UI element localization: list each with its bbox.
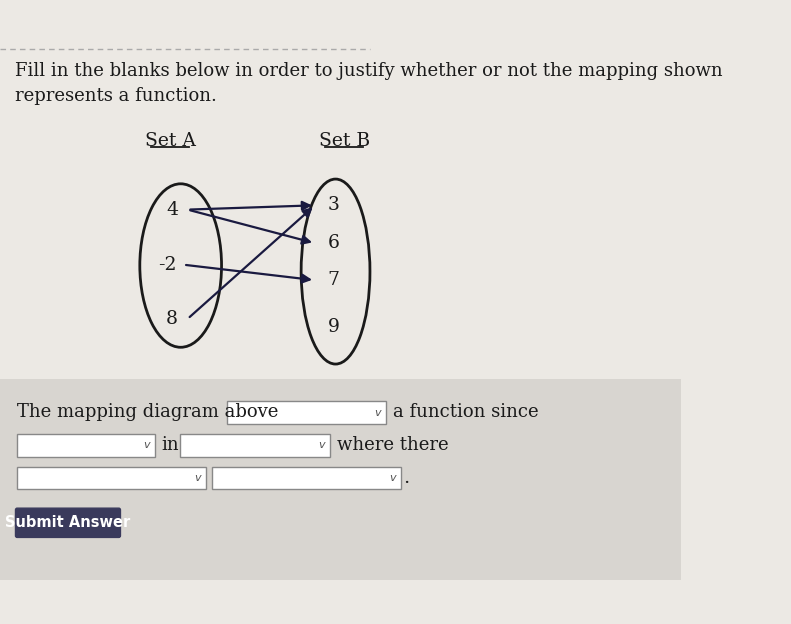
Text: represents a function.: represents a function. xyxy=(16,87,218,105)
FancyBboxPatch shape xyxy=(180,434,331,457)
Text: 3: 3 xyxy=(328,197,340,214)
FancyBboxPatch shape xyxy=(17,467,206,489)
Text: -2: -2 xyxy=(158,256,177,274)
Text: Set B: Set B xyxy=(319,132,369,150)
Text: v: v xyxy=(374,407,381,417)
Text: 4: 4 xyxy=(166,200,178,218)
Text: where there: where there xyxy=(337,436,449,454)
Text: 9: 9 xyxy=(328,318,340,336)
FancyBboxPatch shape xyxy=(16,508,120,537)
Text: The mapping diagram above: The mapping diagram above xyxy=(17,403,278,421)
Text: .: . xyxy=(403,469,410,487)
Text: 6: 6 xyxy=(328,234,340,252)
Bar xyxy=(0,379,680,580)
Text: a function since: a function since xyxy=(393,403,539,421)
Text: v: v xyxy=(389,473,396,483)
Text: Set A: Set A xyxy=(145,132,196,150)
Text: v: v xyxy=(143,441,149,451)
Text: 7: 7 xyxy=(327,271,340,289)
FancyBboxPatch shape xyxy=(212,467,401,489)
Text: in: in xyxy=(161,436,179,454)
Text: Fill in the blanks below in order to justify whether or not the mapping shown: Fill in the blanks below in order to jus… xyxy=(16,62,723,80)
Text: v: v xyxy=(319,441,325,451)
Text: v: v xyxy=(195,473,201,483)
Text: Submit Answer: Submit Answer xyxy=(6,515,131,530)
Text: 8: 8 xyxy=(166,310,178,328)
FancyBboxPatch shape xyxy=(17,434,155,457)
FancyBboxPatch shape xyxy=(227,401,386,424)
